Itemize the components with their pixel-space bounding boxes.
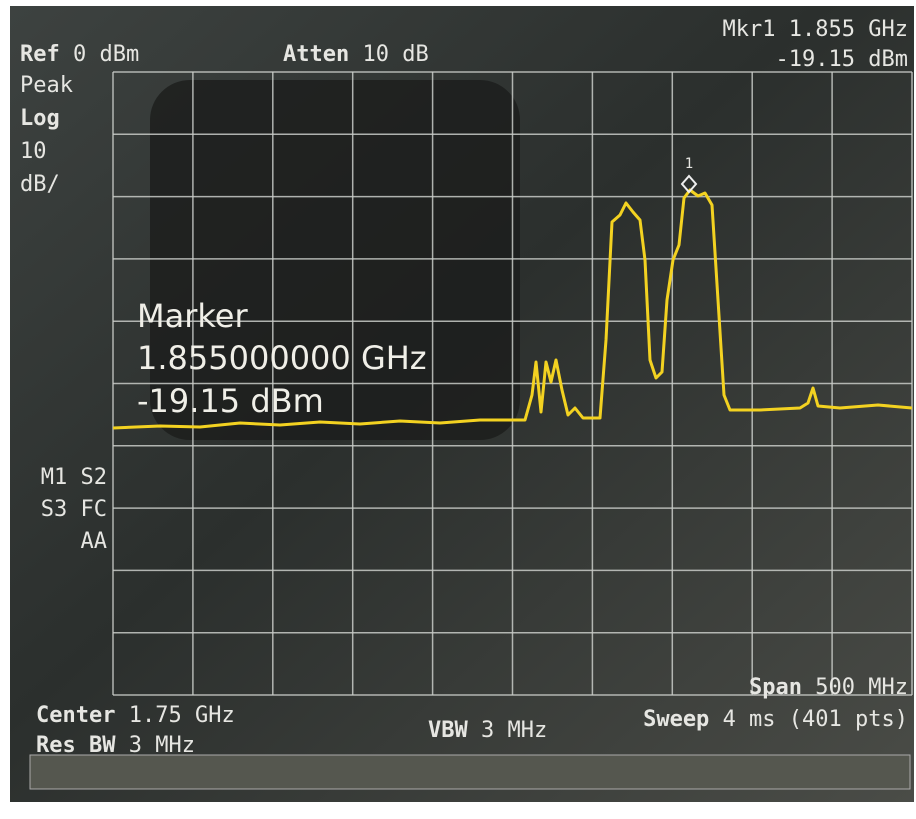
vbw-label: VBW [428, 718, 468, 743]
atten-label: Atten [283, 42, 349, 67]
res-bw-label: Res BW [36, 733, 116, 758]
status-line: M1 S2 [41, 465, 107, 490]
span-value: 500 MHz [815, 675, 908, 700]
scale-value: 10 [20, 139, 47, 164]
atten-value: 10 dB [362, 42, 428, 67]
status-line: AA [81, 529, 108, 554]
scale-unit: dB/ [20, 172, 60, 197]
analyzer-screen: 1 Ref 0 dBm Peak Log 10 dB/ Atten 10 dB … [0, 0, 916, 819]
vbw-value: 3 MHz [481, 718, 547, 743]
ref-value: 0 dBm [73, 42, 139, 67]
marker-level: -19.15 dBm [137, 382, 324, 420]
center-value: 1.75 GHz [129, 703, 235, 728]
status-line: S3 FC [41, 497, 107, 522]
span: Span 500 MHz [749, 675, 908, 700]
vbw: VBW 3 MHz [428, 718, 547, 743]
center-label: Center [36, 703, 115, 728]
mkr-frequency: 1.855 GHz [789, 17, 908, 42]
sweep-label: Sweep [643, 707, 709, 732]
ref-label: Ref [20, 42, 60, 67]
page: 1 Ref 0 dBm Peak Log 10 dB/ Atten 10 dB … [0, 0, 916, 819]
marker-frequency: 1.855000000 GHz [137, 339, 427, 377]
mkr-label: Mkr1 [723, 17, 776, 42]
res-bw: Res BW 3 MHz [36, 733, 195, 758]
marker-title: Marker [137, 297, 248, 335]
res-bw-value: 3 MHz [129, 733, 195, 758]
span-label: Span [749, 675, 802, 700]
scale-label: Log [20, 106, 60, 131]
mkr-level: -19.15 dBm [776, 47, 908, 72]
sweep: Sweep 4 ms (401 pts) [643, 707, 908, 732]
center: Center 1.75 GHz [36, 703, 235, 728]
marker-readout: Mkr1 1.855 GHz [723, 17, 908, 42]
marker-number: 1 [685, 156, 693, 172]
bottom-bar [30, 755, 910, 789]
atten: Atten 10 dB [283, 42, 429, 67]
sweep-value: 4 ms (401 pts) [723, 707, 908, 732]
ref: Ref 0 dBm [20, 42, 139, 67]
detector: Peak [20, 73, 73, 98]
